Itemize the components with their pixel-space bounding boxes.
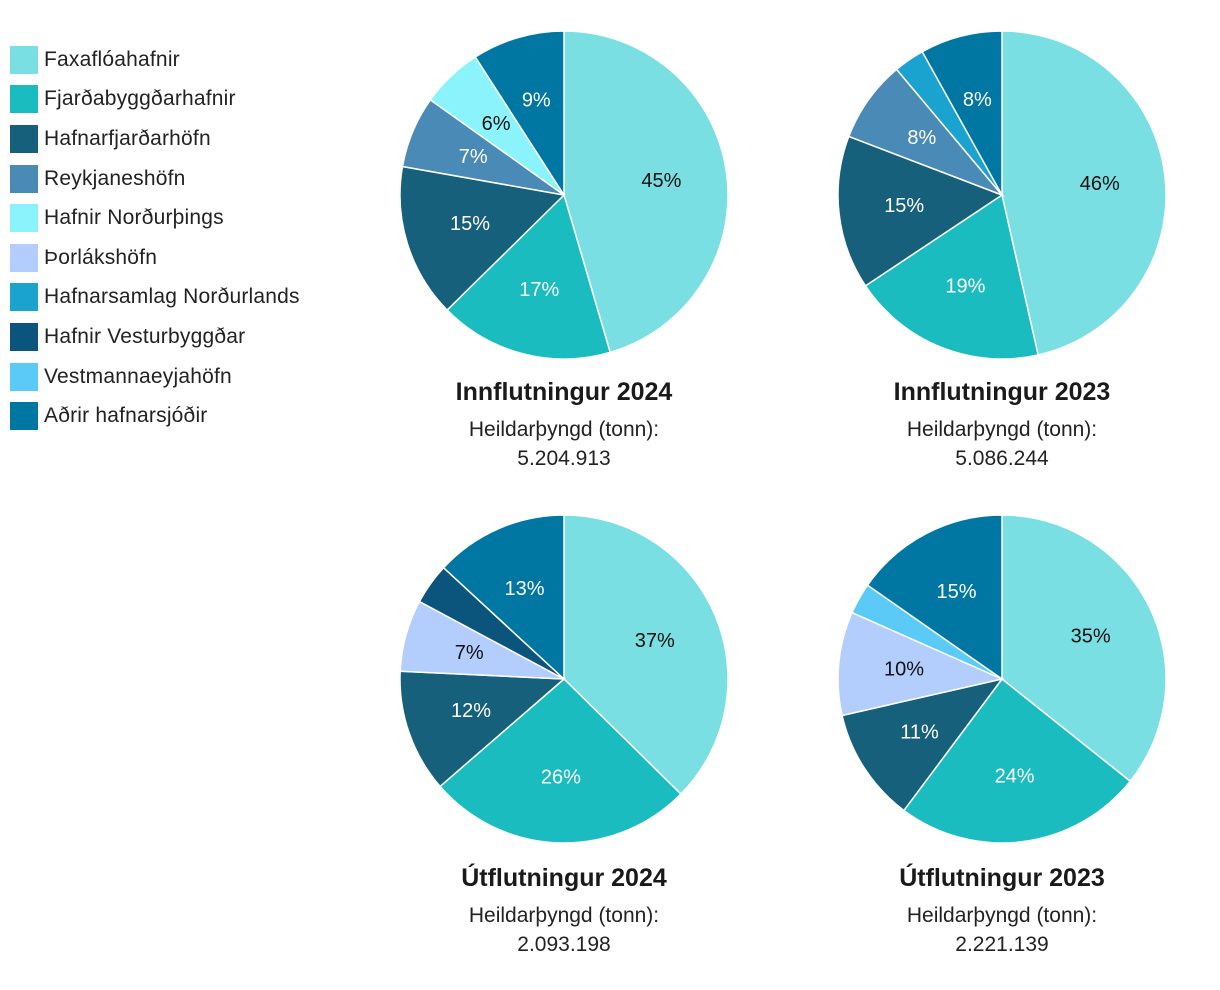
pie-slice-label: 8%	[907, 127, 936, 149]
pie-slice-label: 15%	[936, 581, 976, 603]
legend-label: Hafnarsamlag Norðurlands	[44, 285, 300, 309]
pie-slice-fjardabyggdarhafnir	[438, 677, 682, 844]
chart-total: 5.086.244	[955, 447, 1049, 470]
legend-label: Fjarðabyggðarhafnir	[44, 87, 236, 111]
legend-swatch	[10, 164, 38, 193]
pie-slice-label: 7%	[459, 146, 488, 168]
pie-slice-label: 15%	[884, 195, 924, 217]
pie-slice-label: 15%	[450, 213, 490, 235]
pie-slice-label: 26%	[541, 766, 581, 788]
chart-total: 5.204.913	[517, 447, 611, 470]
chart-subtitle: Heildarþyngd (tonn):	[468, 904, 660, 927]
pie-chart-utflutningur-2024: 37% 26% 12% 7% 13% Útflutningur 2024 Heildar…	[399, 514, 779, 984]
pie-slice-faxafloahafnir	[563, 30, 729, 354]
pie-chart-innflutningur-2023: 46% 19% 15% 8% 8% Innflutningur 2023 Heildar…	[837, 30, 1217, 500]
pie-slice-adrir-hafnarsjodir	[866, 514, 1003, 681]
legend-label: Hafnarfjarðarhöfn	[44, 126, 211, 150]
pie-slice-label: 10%	[884, 659, 924, 681]
legend-swatch	[10, 85, 38, 114]
legend-item-hafnir-vesturbyggdar: Hafnir Vesturbyggðar	[10, 317, 300, 357]
pie-slice-thorlakshofn	[837, 611, 1005, 717]
legend-swatch	[10, 283, 38, 312]
pie-svg: 35% 24% 11% 10% 15%	[837, 514, 1167, 844]
pie-slice-label: 12%	[451, 700, 491, 722]
legend-label: Faxaflóahafnir	[44, 47, 180, 71]
chart-subtitle: Heildarþyngd (tonn):	[906, 418, 1098, 441]
chart-caption: Innflutningur 2024 Heildarþyngd (tonn): …	[399, 378, 729, 473]
pie-chart-utflutningur-2023: 35% 24% 11% 10% 15% Útflutningur 2023 Heilda…	[837, 514, 1217, 984]
pie-svg: 45% 17% 15% 7% 6% 9%	[399, 30, 729, 360]
pie-slice-faxafloahafnir	[563, 514, 729, 796]
legend-label: Hafnir Norðurþings	[44, 206, 224, 230]
legend-item-hafnarsamlag-nordurlands: Hafnarsamlag Norðurlands	[10, 278, 300, 318]
pie-slice-adrir-hafnarsjodir	[474, 30, 565, 198]
legend-item-adrir-hafnarsjodir: Aðrir hafnarsjóðir	[10, 396, 300, 436]
legend-item-fjardabyggdarhafnir: Fjarðabyggðarhafnir	[10, 80, 300, 120]
chart-caption: Útflutningur 2024 Heildarþyngd (tonn): 2…	[399, 864, 729, 959]
pie-chart-innflutningur-2024: 45% 17% 15% 7% 6% 9% Innflutningur 2024 Heild…	[399, 30, 779, 500]
chart-subtitle: Heildarþyngd (tonn):	[468, 418, 660, 441]
pie-slice-adrir-hafnarsjodir	[442, 514, 565, 681]
chart-caption: Útflutningur 2023 Heildarþyngd (tonn): 2…	[837, 864, 1167, 959]
chart-total: 2.093.198	[517, 933, 611, 956]
chart-caption: Innflutningur 2023 Heildarþyngd (tonn): …	[837, 378, 1167, 473]
pie-slice-adrir-hafnarsjodir	[921, 30, 1003, 198]
pie-svg: 37% 26% 12% 7% 13%	[399, 514, 729, 844]
legend-label: Þorlákshöfn	[44, 245, 158, 269]
legend-swatch	[10, 124, 38, 153]
pie-slice-label: 13%	[505, 578, 545, 600]
chart-title: Útflutningur 2023	[899, 864, 1105, 892]
pie-slice-label: 17%	[519, 279, 559, 301]
legend: Faxaflóahafnir Fjarðabyggðarhafnir Hafna…	[10, 40, 300, 436]
legend-label: Hafnir Vesturbyggðar	[44, 324, 246, 348]
legend-swatch	[10, 243, 38, 272]
pie-slice-label: 6%	[482, 113, 511, 135]
pie-svg: 46% 19% 15% 8% 8%	[837, 30, 1167, 360]
legend-swatch	[10, 45, 38, 74]
legend-item-thorlakshofn: Þorlákshöfn	[10, 238, 300, 278]
legend-label: Reykjaneshöfn	[44, 166, 186, 190]
pie-slice-hafnarfjardarhofn	[399, 165, 566, 312]
legend-label: Vestmannaeyjahöfn	[44, 364, 232, 388]
pie-slice-faxafloahafnir	[1001, 30, 1167, 356]
legend-item-hafnarfjardarhofn: Hafnarfjarðarhöfn	[10, 119, 300, 159]
pie-slice-hafnarfjardarhofn	[841, 677, 1004, 812]
pie-slice-faxafloahafnir	[1001, 514, 1167, 783]
pie-slice-label: 24%	[995, 766, 1035, 788]
legend-swatch	[10, 362, 38, 391]
chart-total: 2.221.139	[955, 933, 1049, 956]
pie-slice-label: 37%	[635, 630, 675, 652]
pie-slice-hafnarfjardarhofn	[837, 135, 1004, 287]
pie-slice-hafnarfjardarhofn	[399, 670, 566, 788]
pie-slice-label: 19%	[945, 275, 985, 297]
pie-slice-label: 9%	[522, 90, 551, 112]
pie-slice-label: 46%	[1080, 173, 1120, 195]
pie-slice-label: 11%	[900, 722, 939, 744]
pie-slice-label: 45%	[641, 170, 681, 192]
pie-slice-label: 8%	[963, 89, 992, 111]
pie-slice-label: 7%	[455, 642, 484, 664]
pie-slice-fjardabyggdarhafnir	[902, 677, 1132, 844]
pie-slice-label: 35%	[1071, 625, 1111, 647]
legend-label: Aðrir hafnarsjóðir	[44, 404, 208, 428]
legend-item-faxafloahafnir: Faxaflóahafnir	[10, 40, 300, 80]
legend-item-vestmannaeyjahofn: Vestmannaeyjahöfn	[10, 357, 300, 397]
legend-swatch	[10, 402, 38, 431]
pie-slice-fjardabyggdarhafnir	[446, 193, 612, 360]
legend-item-hafnir-nordurthings: Hafnir Norðurþings	[10, 198, 300, 238]
legend-swatch	[10, 204, 38, 233]
chart-title: Innflutningur 2024	[455, 378, 673, 406]
legend-swatch	[10, 322, 38, 351]
pie-slice-fjardabyggdarhafnir	[864, 193, 1040, 360]
legend-item-reykjaneshofn: Reykjaneshöfn	[10, 159, 300, 199]
chart-title: Innflutningur 2023	[893, 378, 1111, 406]
chart-subtitle: Heildarþyngd (tonn):	[906, 904, 1098, 927]
chart-title: Útflutningur 2024	[461, 864, 667, 892]
